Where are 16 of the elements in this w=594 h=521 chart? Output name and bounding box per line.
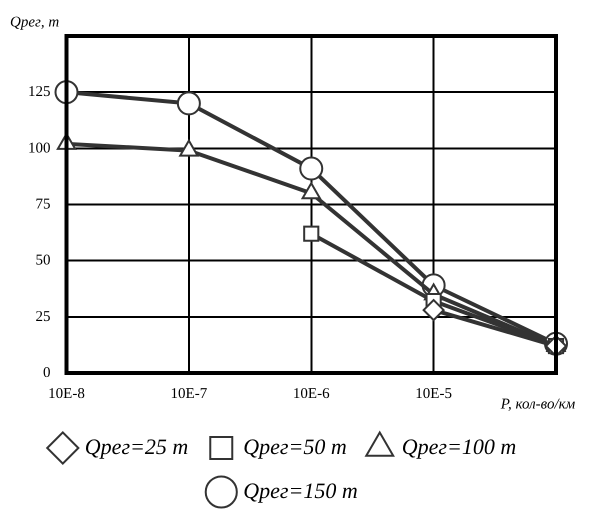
y-tick-label: 75	[36, 196, 50, 212]
x-tick-label: 10E-6	[292, 386, 330, 402]
legend-label: Qрег=50 т	[243, 434, 347, 459]
y-tick-label: 50	[36, 252, 50, 269]
y-tick-label: 25	[36, 308, 50, 325]
legend-label: Qрег=25 т	[84, 434, 188, 459]
x-tick-label: 10E-7	[170, 386, 208, 402]
x-axis-title: P, кол-во/км	[500, 396, 576, 412]
x-tick-label: 10E-8	[48, 386, 85, 402]
y-tick-label: 0	[43, 364, 50, 381]
y-tick-label: 100	[28, 140, 50, 156]
y-axis-title: Qрег, т	[10, 14, 60, 30]
x-tick-label: 10E-5	[415, 386, 452, 402]
legend-label: Qрег=100 т	[402, 434, 516, 459]
y-tick-label: 125	[28, 84, 50, 100]
legend-label: Qрег=150 т	[243, 478, 358, 503]
